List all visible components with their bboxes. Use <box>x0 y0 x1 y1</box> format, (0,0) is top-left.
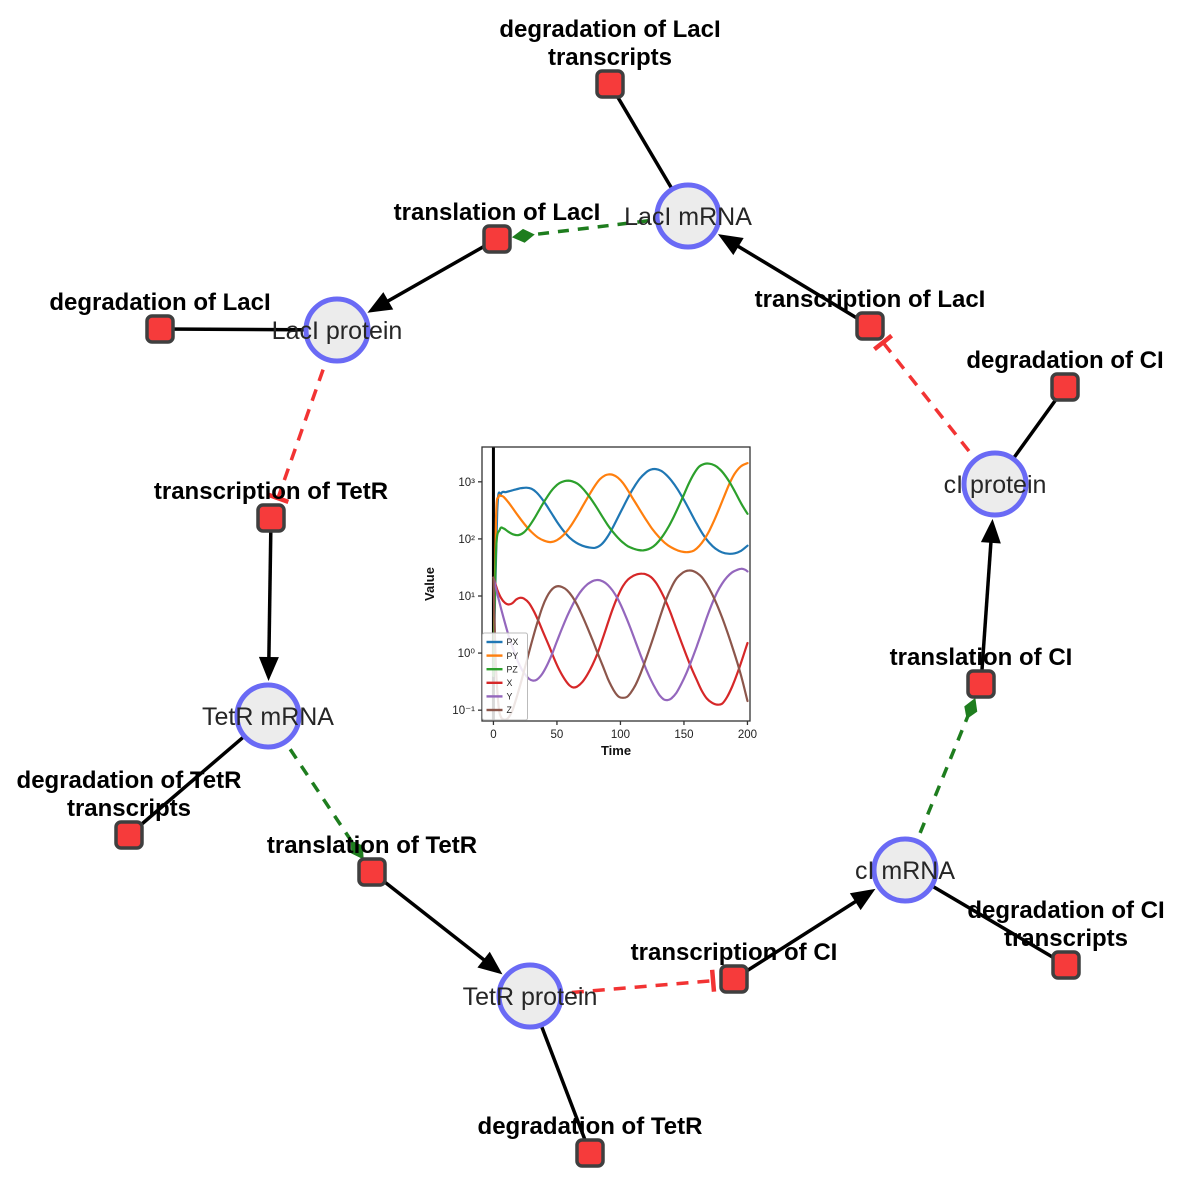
reaction-label-deg_tetr_tx: degradation of TetR <box>17 767 242 794</box>
reaction-label-transl_tetr: translation of TetR <box>267 832 477 859</box>
edge-transl_ci-ci_protein <box>979 518 1001 685</box>
inset-chart: 0 50 100 150 20010⁻¹10⁰10¹10²10³TimeValuePXP… <box>422 446 757 758</box>
x-tick-label: 50 <box>551 729 564 741</box>
reaction-label-deg_tetr: degradation of TetR <box>478 1113 703 1140</box>
species-label-ci_protein: cI protein <box>944 471 1047 499</box>
reaction-label-tr_laci: transcription of LacI <box>755 286 986 313</box>
species-node-tetr_mrna[interactable] <box>234 682 302 750</box>
reaction-node-tr_tetr[interactable] <box>256 503 286 533</box>
chart-legend: PX PY PZ XYZ <box>482 632 528 721</box>
edge-transl_tetr-tetr_protein <box>370 870 503 975</box>
reaction-label-deg_tetr_tx: transcripts <box>67 795 191 822</box>
y-tick-label: 10³ <box>458 477 475 489</box>
species-label-tetr_mrna: TetR mRNA <box>202 703 334 731</box>
y-axis-label: Value <box>422 567 437 601</box>
species-node-laci_protein[interactable] <box>303 296 371 364</box>
series-Y <box>492 567 749 702</box>
species-node-tetr_protein[interactable] <box>496 962 564 1030</box>
edge-transl_laci-laci_protein <box>367 237 498 313</box>
reaction-label-deg_laci_tx: degradation of LacI <box>499 16 720 43</box>
species-label-laci_mrna: LacI mRNA <box>624 203 752 231</box>
series-X <box>492 572 749 706</box>
reaction-node-transl_laci[interactable] <box>482 224 512 254</box>
species-label-tetr_protein: TetR protein <box>463 983 598 1011</box>
y-tick-label: 10⁻¹ <box>452 705 475 717</box>
x-tick-label: 150 <box>674 729 693 741</box>
legend-entry-PX: PX <box>507 637 519 647</box>
reaction-nodes-layer <box>114 69 1081 1168</box>
x-tick-label: 0 <box>490 729 496 741</box>
reaction-node-tr_ci[interactable] <box>719 964 749 994</box>
legend-entry-PZ: PZ <box>507 664 519 674</box>
reaction-node-transl_ci[interactable] <box>966 669 996 699</box>
reaction-node-deg_laci[interactable] <box>145 314 175 344</box>
species-label-ci_mrna: cI mRNA <box>855 857 955 885</box>
legend-entry-Y: Y <box>507 692 513 702</box>
x-tick-label: 100 <box>611 729 630 741</box>
species-nodes-layer <box>234 182 1029 1030</box>
reaction-node-transl_tetr[interactable] <box>357 857 387 887</box>
reaction-label-deg_laci_tx: transcripts <box>548 44 672 71</box>
species-label-laci_protein: LacI protein <box>272 317 403 345</box>
reaction-node-tr_laci[interactable] <box>855 311 885 341</box>
plot-frame <box>481 446 751 722</box>
legend-entry-Z: Z <box>507 705 513 715</box>
reaction-node-deg_laci_tx[interactable] <box>595 69 625 99</box>
species-node-ci_mrna[interactable] <box>871 836 939 904</box>
edge-tr_ci-ci_mrna <box>733 888 876 981</box>
edge-tr_tetr-tetr_mrna <box>258 517 279 682</box>
legend-entry-X: X <box>507 678 513 688</box>
reaction-label-transl_ci: translation of CI <box>890 644 1073 671</box>
reaction-label-deg_laci: degradation of LacI <box>49 289 270 316</box>
reaction-node-deg_ci[interactable] <box>1050 372 1080 402</box>
reaction-label-tr_tetr: transcription of TetR <box>154 478 388 505</box>
x-tick-label: 200 <box>738 729 757 741</box>
reaction-node-deg_tetr[interactable] <box>575 1138 605 1168</box>
species-node-ci_protein[interactable] <box>961 450 1029 518</box>
y-tick-label: 10⁰ <box>458 648 476 660</box>
reaction-label-deg_ci_tx: transcripts <box>1004 925 1128 952</box>
series-PX <box>492 467 749 677</box>
reaction-label-deg_ci: degradation of CI <box>966 347 1163 374</box>
reaction-node-deg_tetr_tx[interactable] <box>114 820 144 850</box>
reaction-label-tr_ci: transcription of CI <box>631 939 838 966</box>
y-tick-label: 10² <box>458 534 475 546</box>
edge-tr_laci-laci_mrna <box>717 234 871 328</box>
series-PZ <box>492 462 749 677</box>
series-PY <box>492 462 749 677</box>
y-tick-label: 10¹ <box>458 591 475 603</box>
reaction-label-transl_laci: translation of LacI <box>394 199 601 226</box>
reaction-label-deg_ci_tx: degradation of CI <box>967 897 1164 924</box>
labels-layer: degradation of LacItranscriptstranslatio… <box>17 16 1165 1140</box>
x-axis-label: Time <box>601 743 631 758</box>
legend-entry-PY: PY <box>507 651 519 661</box>
species-node-laci_mrna[interactable] <box>654 182 722 250</box>
reaction-node-deg_ci_tx[interactable] <box>1051 950 1081 980</box>
